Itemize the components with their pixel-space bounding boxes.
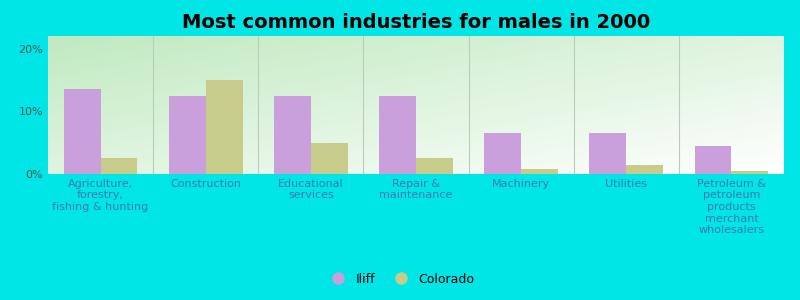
Bar: [484, 133, 521, 174]
Bar: [379, 96, 416, 174]
Legend: Iliff, Colorado: Iliff, Colorado: [321, 268, 479, 291]
Bar: [590, 133, 626, 174]
Bar: [731, 171, 768, 174]
Bar: [521, 169, 558, 174]
Bar: [64, 89, 101, 174]
Title: Most common industries for males in 2000: Most common industries for males in 2000: [182, 13, 650, 32]
Bar: [101, 158, 138, 174]
Bar: [626, 165, 663, 174]
Bar: [694, 146, 731, 174]
Bar: [206, 80, 242, 174]
Bar: [311, 142, 348, 174]
Bar: [169, 96, 206, 174]
Bar: [274, 96, 311, 174]
Bar: [416, 158, 453, 174]
